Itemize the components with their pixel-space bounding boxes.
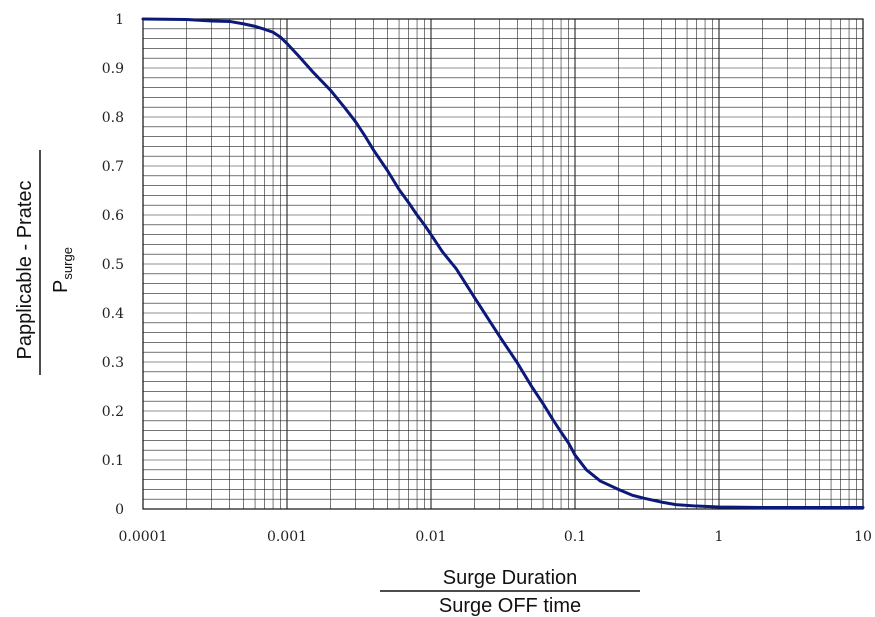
grid	[143, 19, 863, 509]
x-tick-label: 0.1	[564, 529, 586, 545]
y-tick-label: 0.3	[102, 355, 124, 371]
x-tick-label: 1	[715, 529, 724, 545]
y-tick-label: 0.2	[102, 404, 124, 420]
y-tick-label: 0.8	[102, 110, 124, 126]
y-tick-label: 0.4	[102, 306, 124, 322]
x-axis-label-denominator: Surge OFF time	[439, 595, 581, 617]
y-axis-label-denominator-sub: surge	[60, 247, 75, 280]
x-tick-labels: 0.0001 0.001 0.01 0.1 1 10	[119, 529, 872, 545]
y-tick-label: 0.7	[102, 159, 124, 175]
series-line	[141, 17, 865, 510]
x-tick-label: 10	[854, 529, 872, 545]
x-axis-label-numerator: Surge Duration	[443, 567, 578, 589]
x-tick-label: 0.001	[267, 529, 307, 545]
y-tick-label: 0.5	[102, 257, 124, 273]
y-axis-label-denominator: Psurge	[50, 247, 75, 293]
y-tick-label: 0.1	[102, 453, 124, 469]
x-tick-label: 0.01	[415, 529, 446, 545]
x-tick-label: 0.0001	[119, 529, 168, 545]
y-tick-label: 0.9	[102, 61, 124, 77]
y-axis-label-numerator: Papplicable - Pratec	[14, 181, 36, 360]
y-tick-label: 1	[115, 12, 124, 28]
y-axis-label-denominator-main: P	[50, 280, 72, 293]
plot-frame	[142, 18, 864, 510]
y-tick-labels: 0 0.1 0.2 0.3 0.4 0.5 0.6 0.7 0.8 0.9 1	[102, 12, 124, 518]
y-tick-label: 0.6	[102, 208, 124, 224]
y-tick-label: 0	[115, 502, 124, 518]
